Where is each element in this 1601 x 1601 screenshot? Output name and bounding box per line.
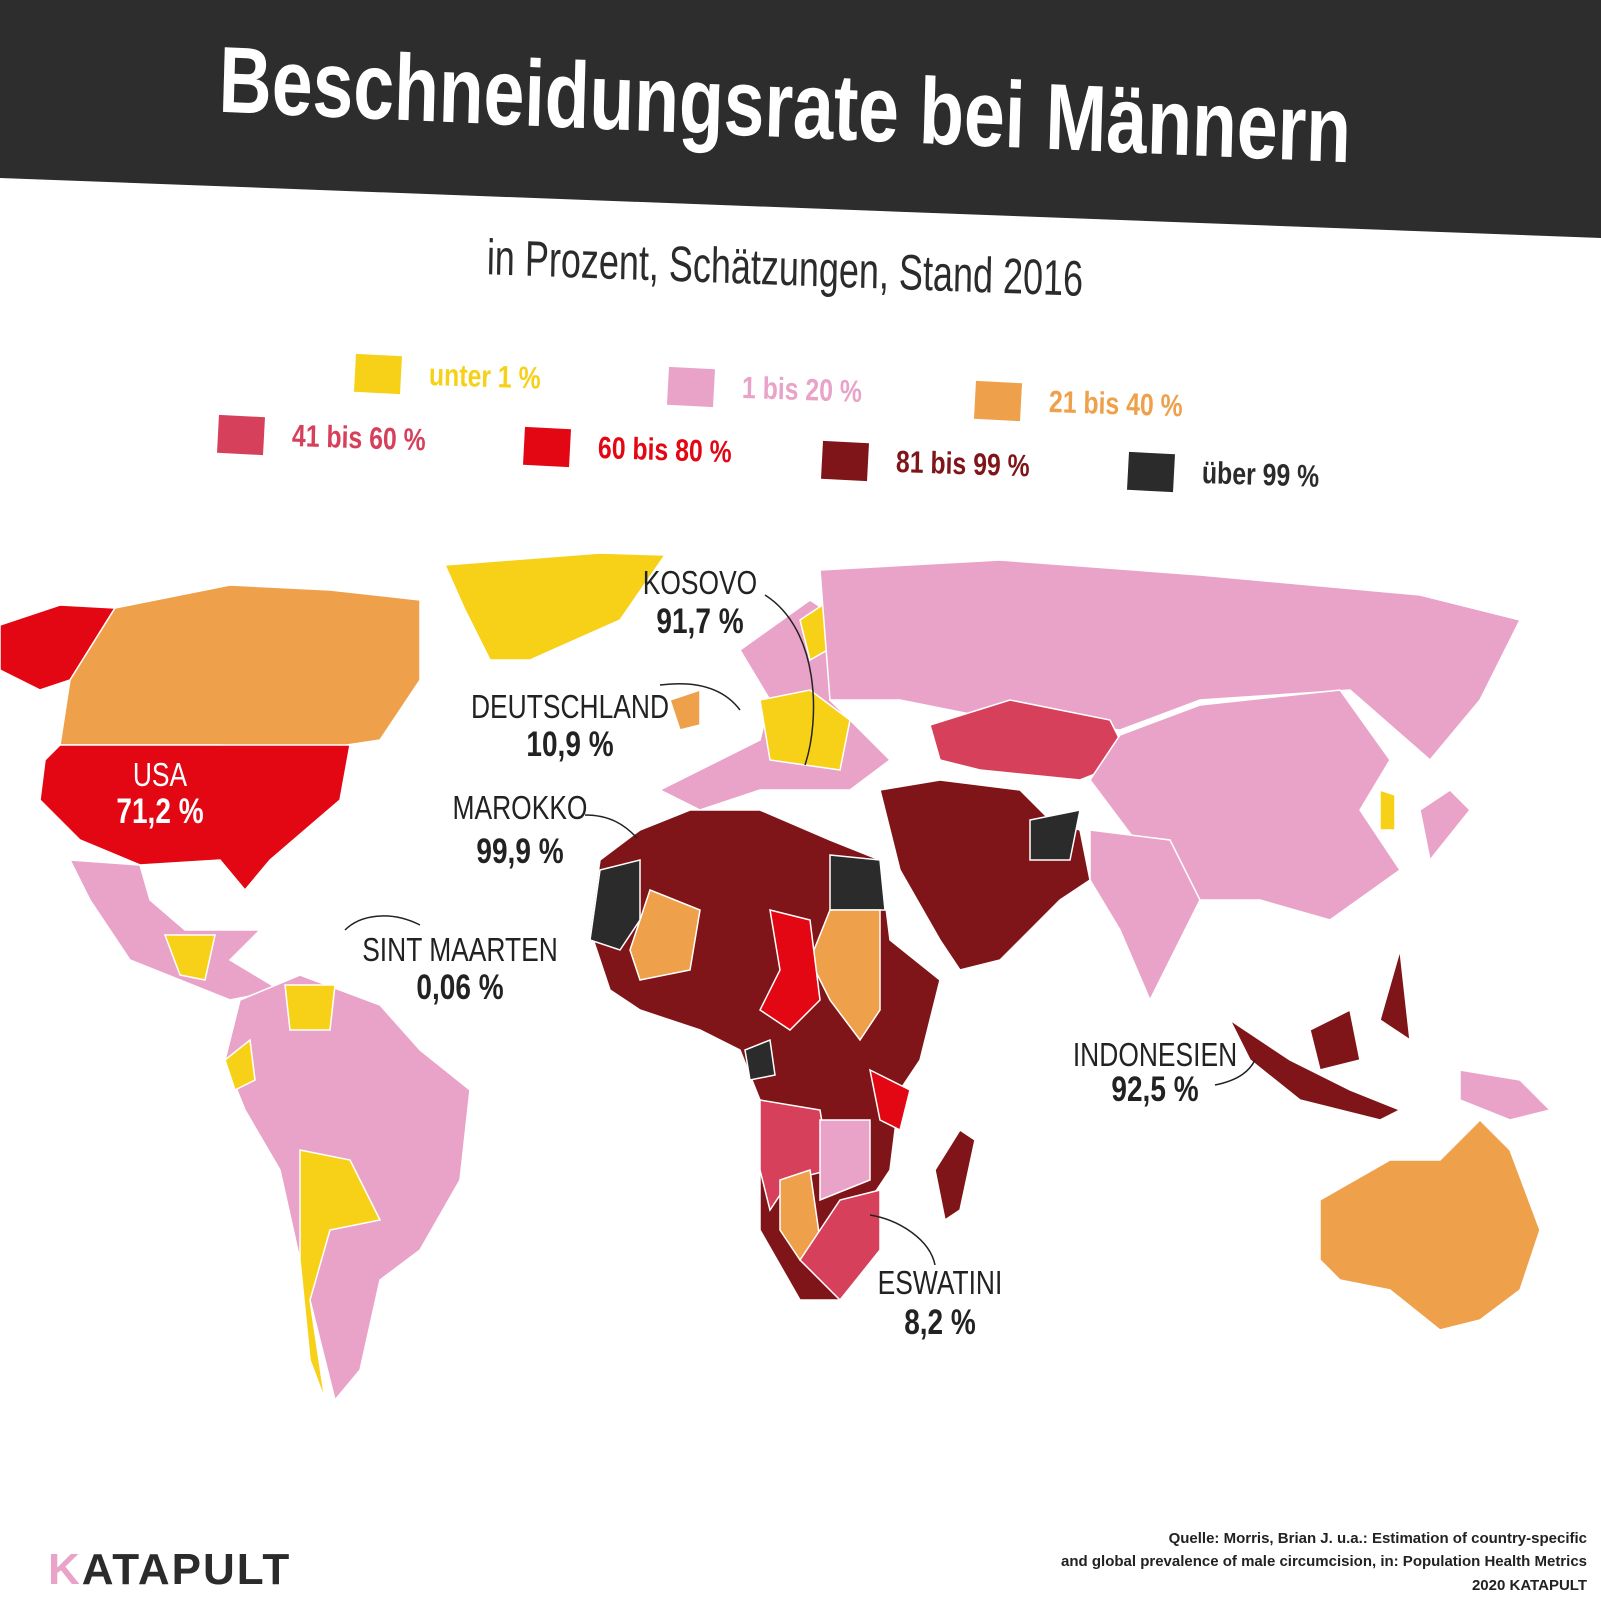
source-line: and global prevalence of male circumcisi…: [1061, 1553, 1587, 1570]
annotation-label: SINT MAARTEN: [362, 931, 558, 968]
legend-label: über 99 %: [1201, 455, 1320, 494]
legend-swatch: [217, 414, 265, 456]
annotation-value: 71,2 %: [116, 792, 204, 831]
legend-swatch: [974, 380, 1022, 422]
annotation-value: 91,7 %: [656, 602, 744, 641]
logo: KATAPULT: [48, 1545, 292, 1594]
copyright: 2020 KATAPULT: [1471, 1577, 1587, 1594]
annotation-label: ESWATINI: [877, 1264, 1003, 1301]
legend-swatch: [667, 366, 715, 408]
legend-swatch: [821, 440, 869, 482]
annotation-value: 10,9 %: [526, 725, 614, 764]
annotation-label: MAROKKO: [452, 789, 588, 826]
annotation-label: KOSOVO: [642, 564, 758, 601]
legend-swatch: [523, 426, 571, 468]
legend-swatch: [354, 353, 402, 395]
legend-label: 41 bis 60 %: [291, 418, 427, 458]
leader-lines: [344, 594, 1256, 1266]
legend-label: 21 bis 40 %: [1048, 384, 1184, 424]
legend-swatch: [1127, 451, 1175, 493]
annotation-value: 0,06 %: [416, 968, 504, 1007]
title-bar: [0, 0, 1601, 238]
annotation-label: DEUTSCHLAND: [470, 688, 670, 725]
legend-label: 81 bis 99 %: [895, 444, 1031, 484]
annotation-label: USA: [132, 756, 188, 793]
legend-label: unter 1 %: [428, 357, 541, 396]
legend-label: 1 bis 20 %: [741, 370, 863, 409]
annotation-value: 8,2 %: [904, 1303, 976, 1342]
countries: [0, 552, 1552, 1402]
legend-label: 60 bis 80 %: [597, 430, 733, 470]
annotation-label: INDONESIEN: [1072, 1036, 1238, 1073]
source-line: Quelle: Morris, Brian J. u.a.: Estimatio…: [1168, 1530, 1587, 1547]
annotation-value: 99,9 %: [476, 832, 564, 871]
annotation-value: 92,5 %: [1111, 1070, 1199, 1109]
